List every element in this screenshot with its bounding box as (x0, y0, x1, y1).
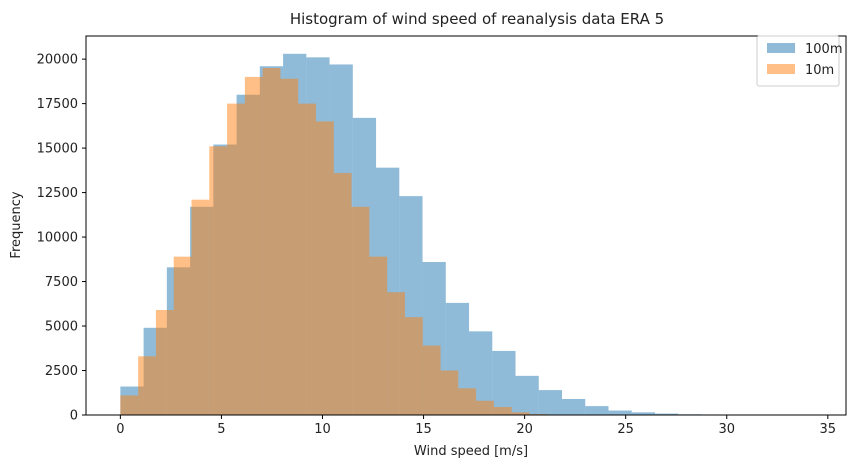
y-tick-label-0: 0 (70, 409, 78, 424)
bar-10m-2 (155, 310, 174, 415)
bar-100m-22 (631, 412, 655, 415)
x-axis-label: Wind speed [m/s] (414, 444, 528, 459)
bar-10m-3 (173, 256, 192, 415)
bar-10m-16 (404, 317, 423, 415)
legend-label-10m: 10m (805, 63, 834, 78)
y-tick-label-5000: 5000 (45, 320, 78, 335)
y-tick-label-17500: 17500 (37, 97, 78, 112)
bar-10m-4 (191, 199, 210, 415)
bar-10m-11 (316, 121, 334, 415)
legend-label-100m: 100m (805, 42, 842, 57)
x-tick-label-20: 20 (516, 422, 533, 437)
y-tick-label-15000: 15000 (37, 142, 78, 157)
bar-10m-10 (298, 103, 317, 415)
chart-title: Histogram of wind speed of reanalysis da… (290, 10, 664, 28)
bars-layer (120, 53, 818, 416)
bar-10m-20 (476, 400, 494, 415)
y-tick-label-7500: 7500 (45, 275, 78, 290)
x-tick-label-5: 5 (217, 422, 225, 437)
bar-100m-17 (515, 375, 539, 415)
bar-10m-8 (262, 68, 281, 415)
x-tick-label-10: 10 (314, 422, 331, 437)
bar-10m-22 (511, 412, 530, 415)
bar-10m-13 (351, 206, 370, 415)
bar-100m-23 (654, 413, 679, 415)
ticks-layer: 0 5 10 15 20 25 30 35 0 2500 5000 7500 10000 12500 150… (37, 53, 836, 437)
bar-10m-15 (387, 292, 405, 415)
x-tick-label-15: 15 (415, 422, 432, 437)
bar-10m-5 (209, 146, 228, 415)
bar-10m-14 (369, 256, 388, 415)
x-tick-label-25: 25 (617, 422, 634, 437)
y-tick-label-2500: 2500 (45, 364, 78, 379)
y-tick-label-20000: 20000 (37, 53, 78, 68)
x-tick-label-0: 0 (116, 422, 124, 437)
legend-swatch-100m (767, 43, 795, 53)
x-tick-label-35: 35 (820, 422, 837, 437)
bar-100m-19 (562, 398, 586, 415)
bar-10m-19 (458, 388, 477, 415)
y-tick-label-12500: 12500 (37, 186, 78, 201)
bar-10m-6 (227, 103, 245, 415)
legend-swatch-10m (767, 64, 795, 74)
bar-10m-18 (440, 370, 459, 415)
y-axis-label: Frequency (9, 191, 24, 258)
bar-100m-18 (538, 390, 563, 415)
bar-100m-20 (585, 406, 609, 415)
bar-10m-9 (280, 78, 299, 415)
bar-100m-21 (608, 410, 632, 415)
bar-10m-17 (422, 345, 441, 415)
bar-10m-12 (333, 173, 352, 415)
legend: 100m 10m (756, 35, 842, 87)
bar-10m-21 (493, 406, 512, 415)
bar-10m-1 (138, 356, 156, 415)
bar-10m-7 (244, 76, 263, 416)
bar-10m-0 (120, 395, 139, 415)
y-tick-label-10000: 10000 (37, 231, 78, 246)
bar-100m-16 (492, 350, 516, 415)
x-tick-label-30: 30 (718, 422, 735, 437)
plot-frame (85, 35, 847, 416)
